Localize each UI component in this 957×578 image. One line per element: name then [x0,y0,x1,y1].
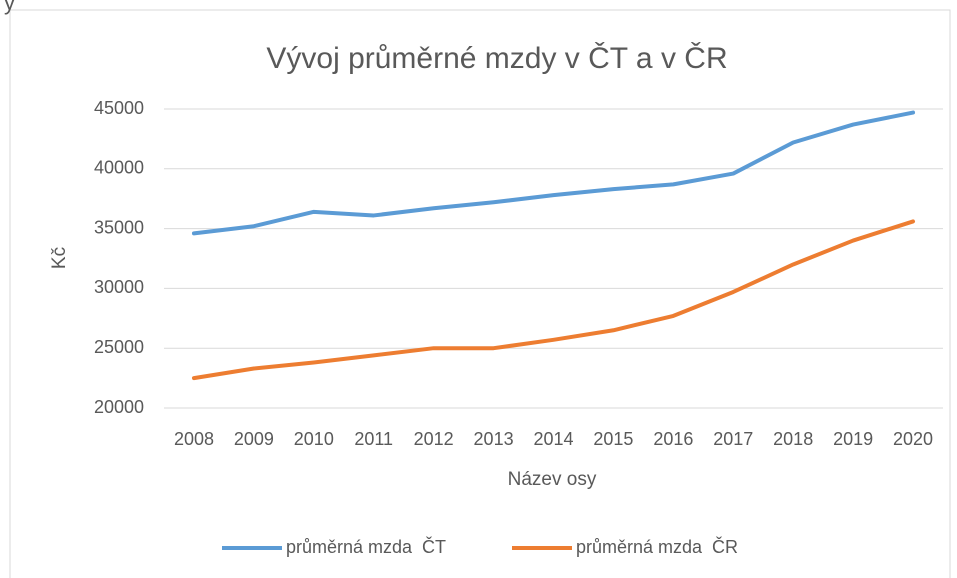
legend-label: průměrná mzda ČR [576,536,738,557]
x-tick-label: 2013 [474,429,514,449]
x-tick-label: 2018 [773,429,813,449]
y-axis-title: Kč [49,247,70,269]
data-line [191,110,916,236]
y-tick-label: 35000 [94,217,144,237]
x-tick-label: 2010 [294,429,334,449]
x-axis-title: Název osy [508,469,597,490]
cropped-text: y [4,0,15,15]
y-tick-label: 20000 [94,397,144,417]
x-tick-label: 2012 [414,429,454,449]
chart-border [9,9,951,578]
y-tick-label: 40000 [94,158,144,178]
x-tick-label: 2008 [174,429,214,449]
y-tick-label: 45000 [94,98,144,118]
y-tick-label: 30000 [94,277,144,297]
chart-title: Vývoj průměrné mzdy v ČT a v ČR [266,41,727,75]
x-tick-label: 2020 [893,429,933,449]
x-tick-label: 2016 [653,429,693,449]
legend-label: průměrná mzda ČT [286,536,446,557]
x-tick-label: 2019 [833,429,873,449]
y-tick-label: 25000 [94,337,144,357]
x-tick-label: 2017 [713,429,753,449]
x-tick-label: 2011 [354,429,393,449]
data-line [191,219,916,381]
x-tick-label: 2015 [593,429,633,449]
x-tick-label: 2014 [533,429,573,449]
x-tick-label: 2009 [234,429,274,449]
